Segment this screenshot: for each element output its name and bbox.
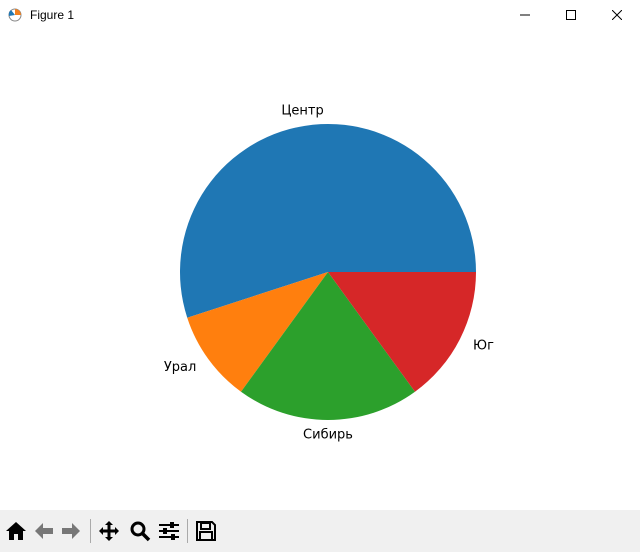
move-icon — [99, 521, 119, 541]
maximize-button[interactable] — [548, 0, 594, 30]
back-arrow-icon — [35, 523, 53, 539]
pie-slice-2 — [241, 272, 415, 420]
maximize-icon — [566, 10, 576, 20]
magnifier-icon — [130, 521, 151, 542]
close-icon — [612, 10, 622, 20]
slice-label: Центр — [281, 104, 323, 119]
matplotlib-icon — [8, 8, 22, 22]
floppy-disk-icon — [196, 521, 216, 541]
back-button[interactable] — [32, 519, 56, 543]
forward-arrow-icon — [62, 523, 80, 539]
minimize-icon — [520, 14, 530, 16]
window-title: Figure 1 — [30, 8, 75, 22]
pie-chart: Центр Урал Сибирь Юг — [164, 104, 494, 443]
configure-subplots-button[interactable] — [157, 519, 181, 543]
toolbar-separator — [90, 519, 91, 543]
slice-label: Урал — [164, 360, 196, 375]
navigation-toolbar — [0, 510, 640, 552]
save-button[interactable] — [194, 519, 218, 543]
title-bar: Figure 1 — [0, 0, 640, 30]
close-button[interactable] — [594, 0, 640, 30]
forward-button[interactable] — [59, 519, 83, 543]
sliders-icon — [159, 522, 179, 540]
pan-button[interactable] — [97, 519, 121, 543]
pie-slice-0 — [180, 124, 477, 318]
home-button[interactable] — [4, 519, 28, 543]
minimize-button[interactable] — [502, 0, 548, 30]
home-icon — [6, 522, 26, 540]
pie-slice-3 — [328, 272, 476, 392]
zoom-button[interactable] — [128, 519, 152, 543]
slice-label: Юг — [473, 338, 494, 353]
pie-slice-1 — [187, 272, 328, 392]
toolbar-separator — [187, 519, 188, 543]
slice-label: Сибирь — [303, 427, 353, 442]
